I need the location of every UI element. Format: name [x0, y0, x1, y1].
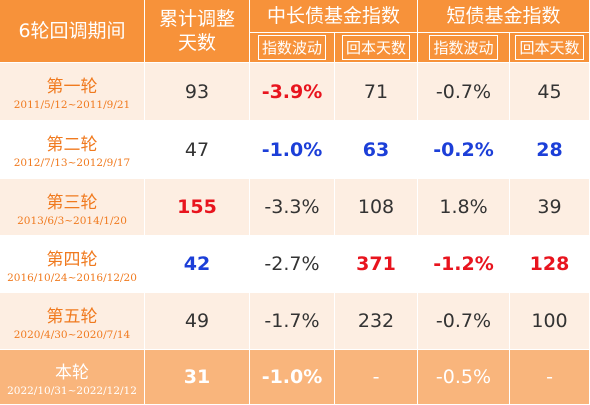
data-value: 45: [537, 80, 562, 103]
data-value: 28: [536, 138, 563, 161]
data-cell: 49: [145, 293, 250, 350]
header-cell: 回本天数: [335, 33, 418, 63]
data-value: -: [546, 366, 553, 388]
header-cell: 累计调整天数: [145, 0, 250, 63]
period-dates: 2020/4/30~2020/7/14: [13, 328, 131, 341]
sub-header: 回本天数: [515, 35, 584, 60]
period-dates: 2013/6/3~2014/1/20: [17, 214, 127, 227]
data-cell: -3.9%: [250, 63, 335, 121]
data-value: -1.0%: [261, 138, 323, 161]
data-value: 42: [183, 253, 211, 275]
period-cell: 本轮 2022/10/31~2022/12/12: [0, 350, 145, 405]
data-value: 93: [184, 80, 210, 103]
period-name: 第五轮: [46, 306, 98, 327]
data-value: -0.2%: [433, 138, 494, 161]
data-cell: -1.0%: [250, 121, 335, 179]
data-cell: 128: [510, 236, 590, 293]
data-value: -3.9%: [261, 80, 323, 103]
data-cell: -3.3%: [250, 179, 335, 236]
data-cell: 1.8%: [418, 179, 510, 236]
data-value: 49: [184, 310, 210, 332]
period-cell: 第一轮 2011/5/12~2011/9/21: [0, 63, 145, 121]
data-cell: 155: [145, 179, 250, 236]
data-cell: -1.7%: [250, 293, 335, 350]
period-dates: 2012/7/13~2012/9/17: [13, 157, 131, 169]
data-value: 63: [362, 138, 390, 161]
data-cell: 108: [335, 179, 418, 236]
data-cell: 100: [510, 293, 590, 350]
sub-header: 指数波动: [429, 35, 498, 60]
period-cell: 第二轮 2012/7/13~2012/9/17: [0, 121, 145, 179]
data-cell: 45: [510, 63, 590, 121]
period-cell: 第三轮 2013/6/3~2014/1/20: [0, 179, 145, 236]
data-cell: 31: [145, 350, 250, 405]
data-value: -0.5%: [435, 366, 492, 388]
data-value: -1.7%: [264, 310, 320, 332]
period-dates: 2016/10/24~2016/12/20: [7, 271, 137, 284]
period-header: 6轮回调期间: [18, 20, 126, 42]
data-cell: 232: [335, 293, 418, 350]
group-header: 短债基金指数: [446, 5, 561, 27]
header-cell: 指数波动: [418, 33, 510, 63]
period-name: 第二轮: [46, 135, 98, 155]
data-cell: 63: [335, 121, 418, 179]
data-value: -: [372, 366, 380, 388]
data-cell: -1.0%: [250, 350, 335, 405]
data-value: 232: [357, 310, 395, 332]
header-cell: 回本天数: [510, 33, 590, 63]
data-value: 31: [183, 366, 211, 388]
data-value: 155: [177, 196, 217, 218]
data-cell: -0.7%: [418, 63, 510, 121]
data-value: -0.7%: [435, 80, 492, 103]
sub-header: 回本天数: [341, 35, 410, 60]
period-dates: 2011/5/12~2011/9/21: [13, 99, 131, 111]
data-value: -2.7%: [264, 253, 320, 275]
data-cell: 47: [145, 121, 250, 179]
data-cell: -0.5%: [418, 350, 510, 405]
data-cell: 93: [145, 63, 250, 121]
header-cell: 指数波动: [250, 33, 335, 63]
group-header: 中长债基金指数: [266, 5, 400, 27]
data-value: -3.3%: [264, 196, 320, 218]
period-name: 第三轮: [46, 192, 98, 213]
period-name: 本轮: [55, 362, 89, 383]
data-value: 100: [531, 310, 568, 332]
data-cell: 371: [335, 236, 418, 293]
data-cell: -: [335, 350, 418, 405]
data-cell: -1.2%: [418, 236, 510, 293]
data-cell: -0.7%: [418, 293, 510, 350]
data-value: 108: [357, 196, 395, 218]
data-cell: 39: [510, 179, 590, 236]
data-value: -1.2%: [433, 253, 494, 275]
data-value: 1.8%: [439, 196, 488, 218]
header-cell: 6轮回调期间: [0, 0, 145, 63]
data-value: -0.7%: [435, 310, 492, 332]
period-name: 第一轮: [46, 77, 98, 97]
data-cell: 42: [145, 236, 250, 293]
period-dates: 2022/10/31~2022/12/12: [7, 384, 137, 397]
header-cell: 短债基金指数: [418, 0, 590, 33]
days-header: 累计调整天数: [158, 8, 235, 54]
data-cell: 71: [335, 63, 418, 121]
data-cell: -2.7%: [250, 236, 335, 293]
data-value: 371: [356, 253, 396, 275]
data-value: 39: [537, 196, 562, 218]
data-cell: -0.2%: [418, 121, 510, 179]
data-value: 128: [529, 253, 570, 275]
data-value: 47: [184, 138, 210, 161]
period-cell: 第五轮 2020/4/30~2020/7/14: [0, 293, 145, 350]
period-cell: 第四轮 2016/10/24~2016/12/20: [0, 236, 145, 293]
data-cell: 28: [510, 121, 590, 179]
period-name: 第四轮: [46, 249, 98, 270]
header-cell: 中长债基金指数: [250, 0, 418, 33]
data-value: -1.0%: [261, 366, 323, 388]
sub-header: 指数波动: [257, 35, 326, 60]
data-cell: -: [510, 350, 590, 405]
data-value: 71: [363, 80, 389, 103]
